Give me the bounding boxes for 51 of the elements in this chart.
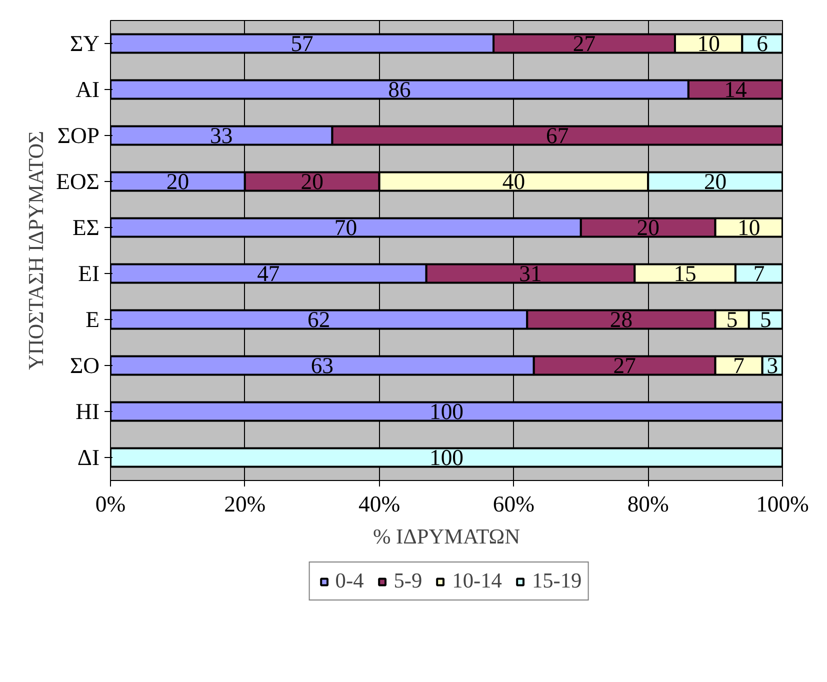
data-label: 5 xyxy=(726,307,738,332)
data-label: 7 xyxy=(733,353,744,378)
data-label: 3 xyxy=(766,353,778,378)
y-tick-label: ΑΙ xyxy=(76,77,100,102)
data-label: 20 xyxy=(636,215,660,240)
data-label: 15 xyxy=(674,261,696,286)
data-label: 63 xyxy=(310,353,334,378)
data-label: 27 xyxy=(613,353,636,378)
data-label: 7 xyxy=(753,261,765,286)
data-label: 100 xyxy=(430,445,464,470)
data-label: 10 xyxy=(738,215,760,240)
data-label: 31 xyxy=(519,261,542,286)
y-tick-label: ΔΙ xyxy=(77,445,100,470)
x-tick-label: 0% xyxy=(95,492,126,516)
y-tick-label: ΣΟ xyxy=(70,353,100,378)
data-label: 67 xyxy=(546,123,569,148)
data-label: 14 xyxy=(724,77,747,102)
data-label: 57 xyxy=(290,31,314,56)
x-tick-label: 40% xyxy=(358,492,400,516)
data-label: 27 xyxy=(572,31,596,56)
data-label: 70 xyxy=(334,215,358,240)
data-label: 33 xyxy=(210,123,233,148)
data-label: 20 xyxy=(300,169,324,194)
data-label: 20 xyxy=(704,169,727,194)
data-label: 86 xyxy=(388,77,411,102)
data-label: 6 xyxy=(756,31,768,56)
y-tick-label: ΗΙ xyxy=(76,399,100,424)
data-label: 10 xyxy=(697,31,720,56)
x-tick-label: 20% xyxy=(224,492,266,516)
data-label: 62 xyxy=(307,307,330,332)
legend-label: 5-9 xyxy=(394,568,422,594)
y-tick-label: ΣΟΡ xyxy=(57,123,100,148)
y-tick-label: ΣΥ xyxy=(70,31,100,56)
x-tick-label: 100% xyxy=(756,492,810,516)
y-tick-label: Ε xyxy=(86,307,100,332)
data-label: 28 xyxy=(610,307,633,332)
y-axis-title: ΥΠΟΣΤΑΣΗ ΙΔΡΥΜΑΤΟΣ xyxy=(24,130,48,370)
legend-label: 10-14 xyxy=(452,568,502,594)
y-tick-label: ΕΟΣ xyxy=(56,169,100,194)
x-axis-title: % ΙΔΡΥΜΑΤΩΝ xyxy=(372,524,520,548)
legend-label: 0-4 xyxy=(335,568,364,594)
data-label: 40 xyxy=(502,169,526,194)
x-tick-label: 80% xyxy=(627,492,669,516)
data-label: 100 xyxy=(430,399,464,424)
x-tick-label: 60% xyxy=(492,492,535,516)
legend-label: 15-19 xyxy=(532,568,582,594)
data-label: 5 xyxy=(760,307,772,332)
y-tick-label: ΕΣ xyxy=(72,215,100,240)
data-label: 20 xyxy=(166,169,190,194)
y-tick-label: ΕΙ xyxy=(78,261,100,286)
data-label: 47 xyxy=(257,261,280,286)
